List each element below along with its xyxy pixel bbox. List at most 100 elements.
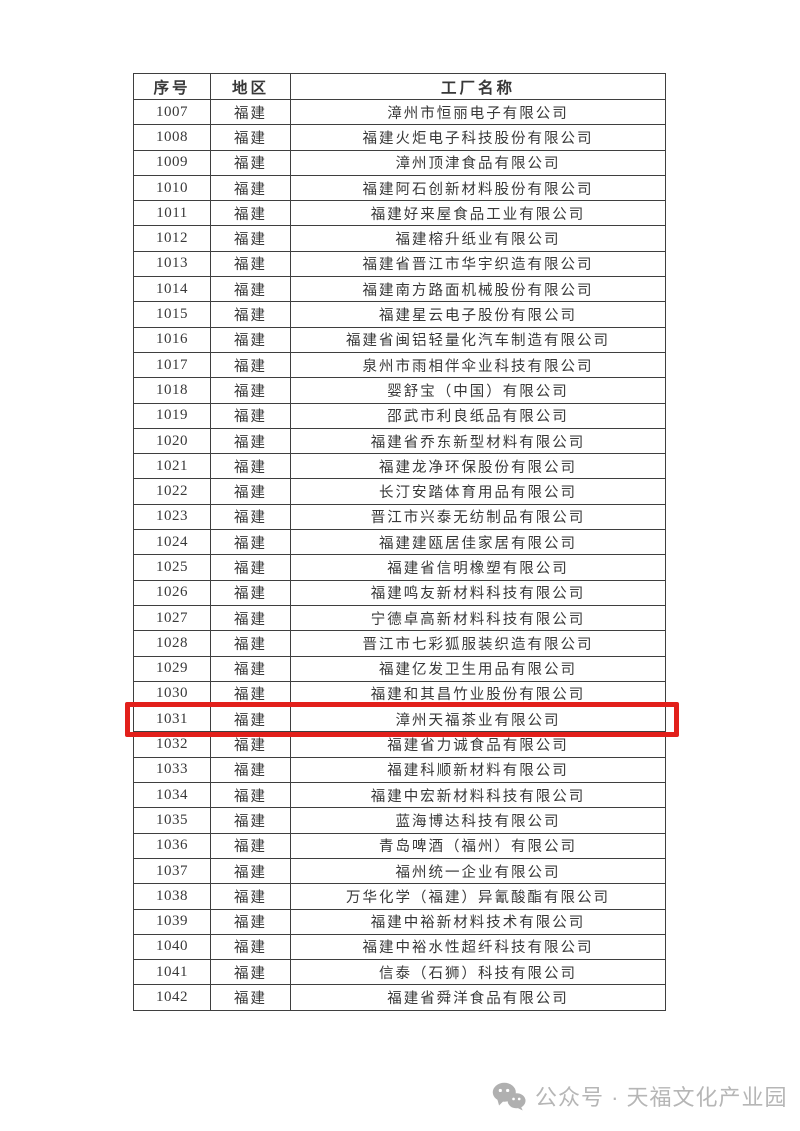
table-row: 1034 福建 福建中宏新材料科技有限公司 (133, 782, 666, 809)
cell-no: 1034 (133, 782, 211, 809)
cell-region: 福建 (210, 503, 291, 531)
cell-region: 福建 (210, 883, 291, 910)
table-row: 1009 福建 漳州顶津食品有限公司 (133, 149, 666, 176)
cell-factory-name: 漳州天福茶业有限公司 (290, 706, 666, 733)
cell-factory-name: 信泰（石狮）科技有限公司 (290, 959, 666, 986)
factory-table: 序号 地区 工厂名称 1007 福建 漳州市恒丽电子有限公司 1008 福建 福建火炬电子… (133, 73, 666, 1011)
cell-factory-name: 福建省晋江市华宇织造有限公司 (290, 250, 666, 278)
cell-factory-name: 福建省力诚食品有限公司 (290, 731, 666, 758)
watermark-text: 公众号 · 天福文化产业园 (535, 1085, 788, 1110)
cell-region: 福建 (210, 731, 291, 758)
cell-no: 1017 (133, 351, 211, 379)
cell-factory-name: 福建建瓯居佳家居有限公司 (290, 529, 666, 556)
cell-no: 1037 (133, 857, 211, 885)
table-row: 1011 福建 福建好来屋食品工业有限公司 (133, 200, 666, 227)
cell-no: 1031 (133, 706, 211, 733)
table-row: 1022 福建 长汀安踏体育用品有限公司 (133, 478, 666, 505)
cell-factory-name: 晋江市七彩狐服装织造有限公司 (290, 630, 666, 657)
table-row: 1021 福建 福建龙净环保股份有限公司 (133, 453, 666, 480)
table-row: 1023 福建 晋江市兴泰无纺制品有限公司 (133, 503, 666, 531)
cell-no: 1007 (133, 98, 211, 126)
cell-factory-name: 福建鸣友新材料科技有限公司 (290, 579, 666, 606)
table-row: 1013 福建 福建省晋江市华宇织造有限公司 (133, 250, 666, 278)
cell-no: 1042 (133, 984, 211, 1011)
cell-no: 1008 (133, 124, 211, 151)
cell-region: 福建 (210, 149, 291, 176)
table-row: 1007 福建 漳州市恒丽电子有限公司 (133, 98, 666, 126)
cell-factory-name: 婴舒宝（中国）有限公司 (290, 377, 666, 404)
cell-no: 1020 (133, 427, 211, 455)
cell-factory-name: 福建省舜洋食品有限公司 (290, 984, 666, 1011)
cell-no: 1022 (133, 478, 211, 505)
cell-no: 1040 (133, 933, 211, 961)
cell-no: 1018 (133, 377, 211, 404)
table-row: 1016 福建 福建省闽铝轻量化汽车制造有限公司 (133, 326, 666, 353)
cell-region: 福建 (210, 680, 291, 708)
cell-region: 福建 (210, 427, 291, 455)
cell-region: 福建 (210, 250, 291, 278)
cell-factory-name: 漳州市恒丽电子有限公司 (290, 98, 666, 126)
cell-factory-name: 福建省闽铝轻量化汽车制造有限公司 (290, 326, 666, 353)
cell-region: 福建 (210, 807, 291, 834)
table-row: 1028 福建 晋江市七彩狐服装织造有限公司 (133, 630, 666, 657)
cell-factory-name: 福建龙净环保股份有限公司 (290, 453, 666, 480)
cell-factory-name: 万华化学（福建）异氰酸酯有限公司 (290, 883, 666, 910)
cell-region: 福建 (210, 478, 291, 505)
cell-region: 福建 (210, 301, 291, 328)
cell-region: 福建 (210, 200, 291, 227)
table-header: 序号 地区 工厂名称 (133, 73, 666, 100)
table-row: 1010 福建 福建阿石创新材料股份有限公司 (133, 174, 666, 202)
table-row: 1041 福建 信泰（石狮）科技有限公司 (133, 959, 666, 986)
header-row: 序号 地区 工厂名称 (133, 73, 666, 100)
cell-no: 1015 (133, 301, 211, 328)
header-factory-name: 工厂名称 (290, 73, 666, 100)
cell-factory-name: 蓝海博达科技有限公司 (290, 807, 666, 834)
table-row: 1040 福建 福建中裕水性超纤科技有限公司 (133, 933, 666, 961)
table-row: 1015 福建 福建星云电子股份有限公司 (133, 301, 666, 328)
table-row: 1033 福建 福建科顺新材料有限公司 (133, 756, 666, 784)
cell-factory-name: 福建省乔东新型材料有限公司 (290, 427, 666, 455)
table-row: 1020 福建 福建省乔东新型材料有限公司 (133, 427, 666, 455)
cell-factory-name: 福建火炬电子科技股份有限公司 (290, 124, 666, 151)
cell-no: 1033 (133, 756, 211, 784)
cell-region: 福建 (210, 402, 291, 429)
table-row-highlighted: 1031 福建 漳州天福茶业有限公司 (133, 706, 666, 733)
cell-factory-name: 泉州市雨相伴伞业科技有限公司 (290, 351, 666, 379)
table-row: 1012 福建 福建榕升纸业有限公司 (133, 225, 666, 252)
header-region: 地区 (210, 73, 291, 100)
cell-no: 1019 (133, 402, 211, 429)
table-row: 1036 福建 青岛啤酒（福州）有限公司 (133, 832, 666, 859)
cell-region: 福建 (210, 908, 291, 935)
cell-factory-name: 青岛啤酒（福州）有限公司 (290, 832, 666, 859)
cell-region: 福建 (210, 933, 291, 961)
cell-no: 1025 (133, 554, 211, 581)
cell-region: 福建 (210, 706, 291, 733)
table-row: 1030 福建 福建和其昌竹业股份有限公司 (133, 680, 666, 708)
table-row: 1008 福建 福建火炬电子科技股份有限公司 (133, 124, 666, 151)
cell-region: 福建 (210, 630, 291, 657)
cell-factory-name: 邵武市利良纸品有限公司 (290, 402, 666, 429)
cell-factory-name: 福建榕升纸业有限公司 (290, 225, 666, 252)
table-row: 1025 福建 福建省信明橡塑有限公司 (133, 554, 666, 581)
table-row: 1018 福建 婴舒宝（中国）有限公司 (133, 377, 666, 404)
cell-factory-name: 宁德卓高新材料科技有限公司 (290, 604, 666, 632)
cell-no: 1013 (133, 250, 211, 278)
cell-factory-name: 福建南方路面机械股份有限公司 (290, 276, 666, 303)
cell-factory-name: 福建阿石创新材料股份有限公司 (290, 174, 666, 202)
cell-no: 1038 (133, 883, 211, 910)
cell-no: 1016 (133, 326, 211, 353)
cell-no: 1024 (133, 529, 211, 556)
cell-factory-name: 福建亿发卫生用品有限公司 (290, 655, 666, 682)
cell-factory-name: 福建中裕新材料技术有限公司 (290, 908, 666, 935)
cell-region: 福建 (210, 377, 291, 404)
cell-no: 1027 (133, 604, 211, 632)
cell-no: 1041 (133, 959, 211, 986)
cell-region: 福建 (210, 326, 291, 353)
cell-region: 福建 (210, 782, 291, 809)
cell-region: 福建 (210, 604, 291, 632)
table-row: 1038 福建 万华化学（福建）异氰酸酯有限公司 (133, 883, 666, 910)
cell-no: 1032 (133, 731, 211, 758)
cell-factory-name: 福建和其昌竹业股份有限公司 (290, 680, 666, 708)
cell-no: 1023 (133, 503, 211, 531)
